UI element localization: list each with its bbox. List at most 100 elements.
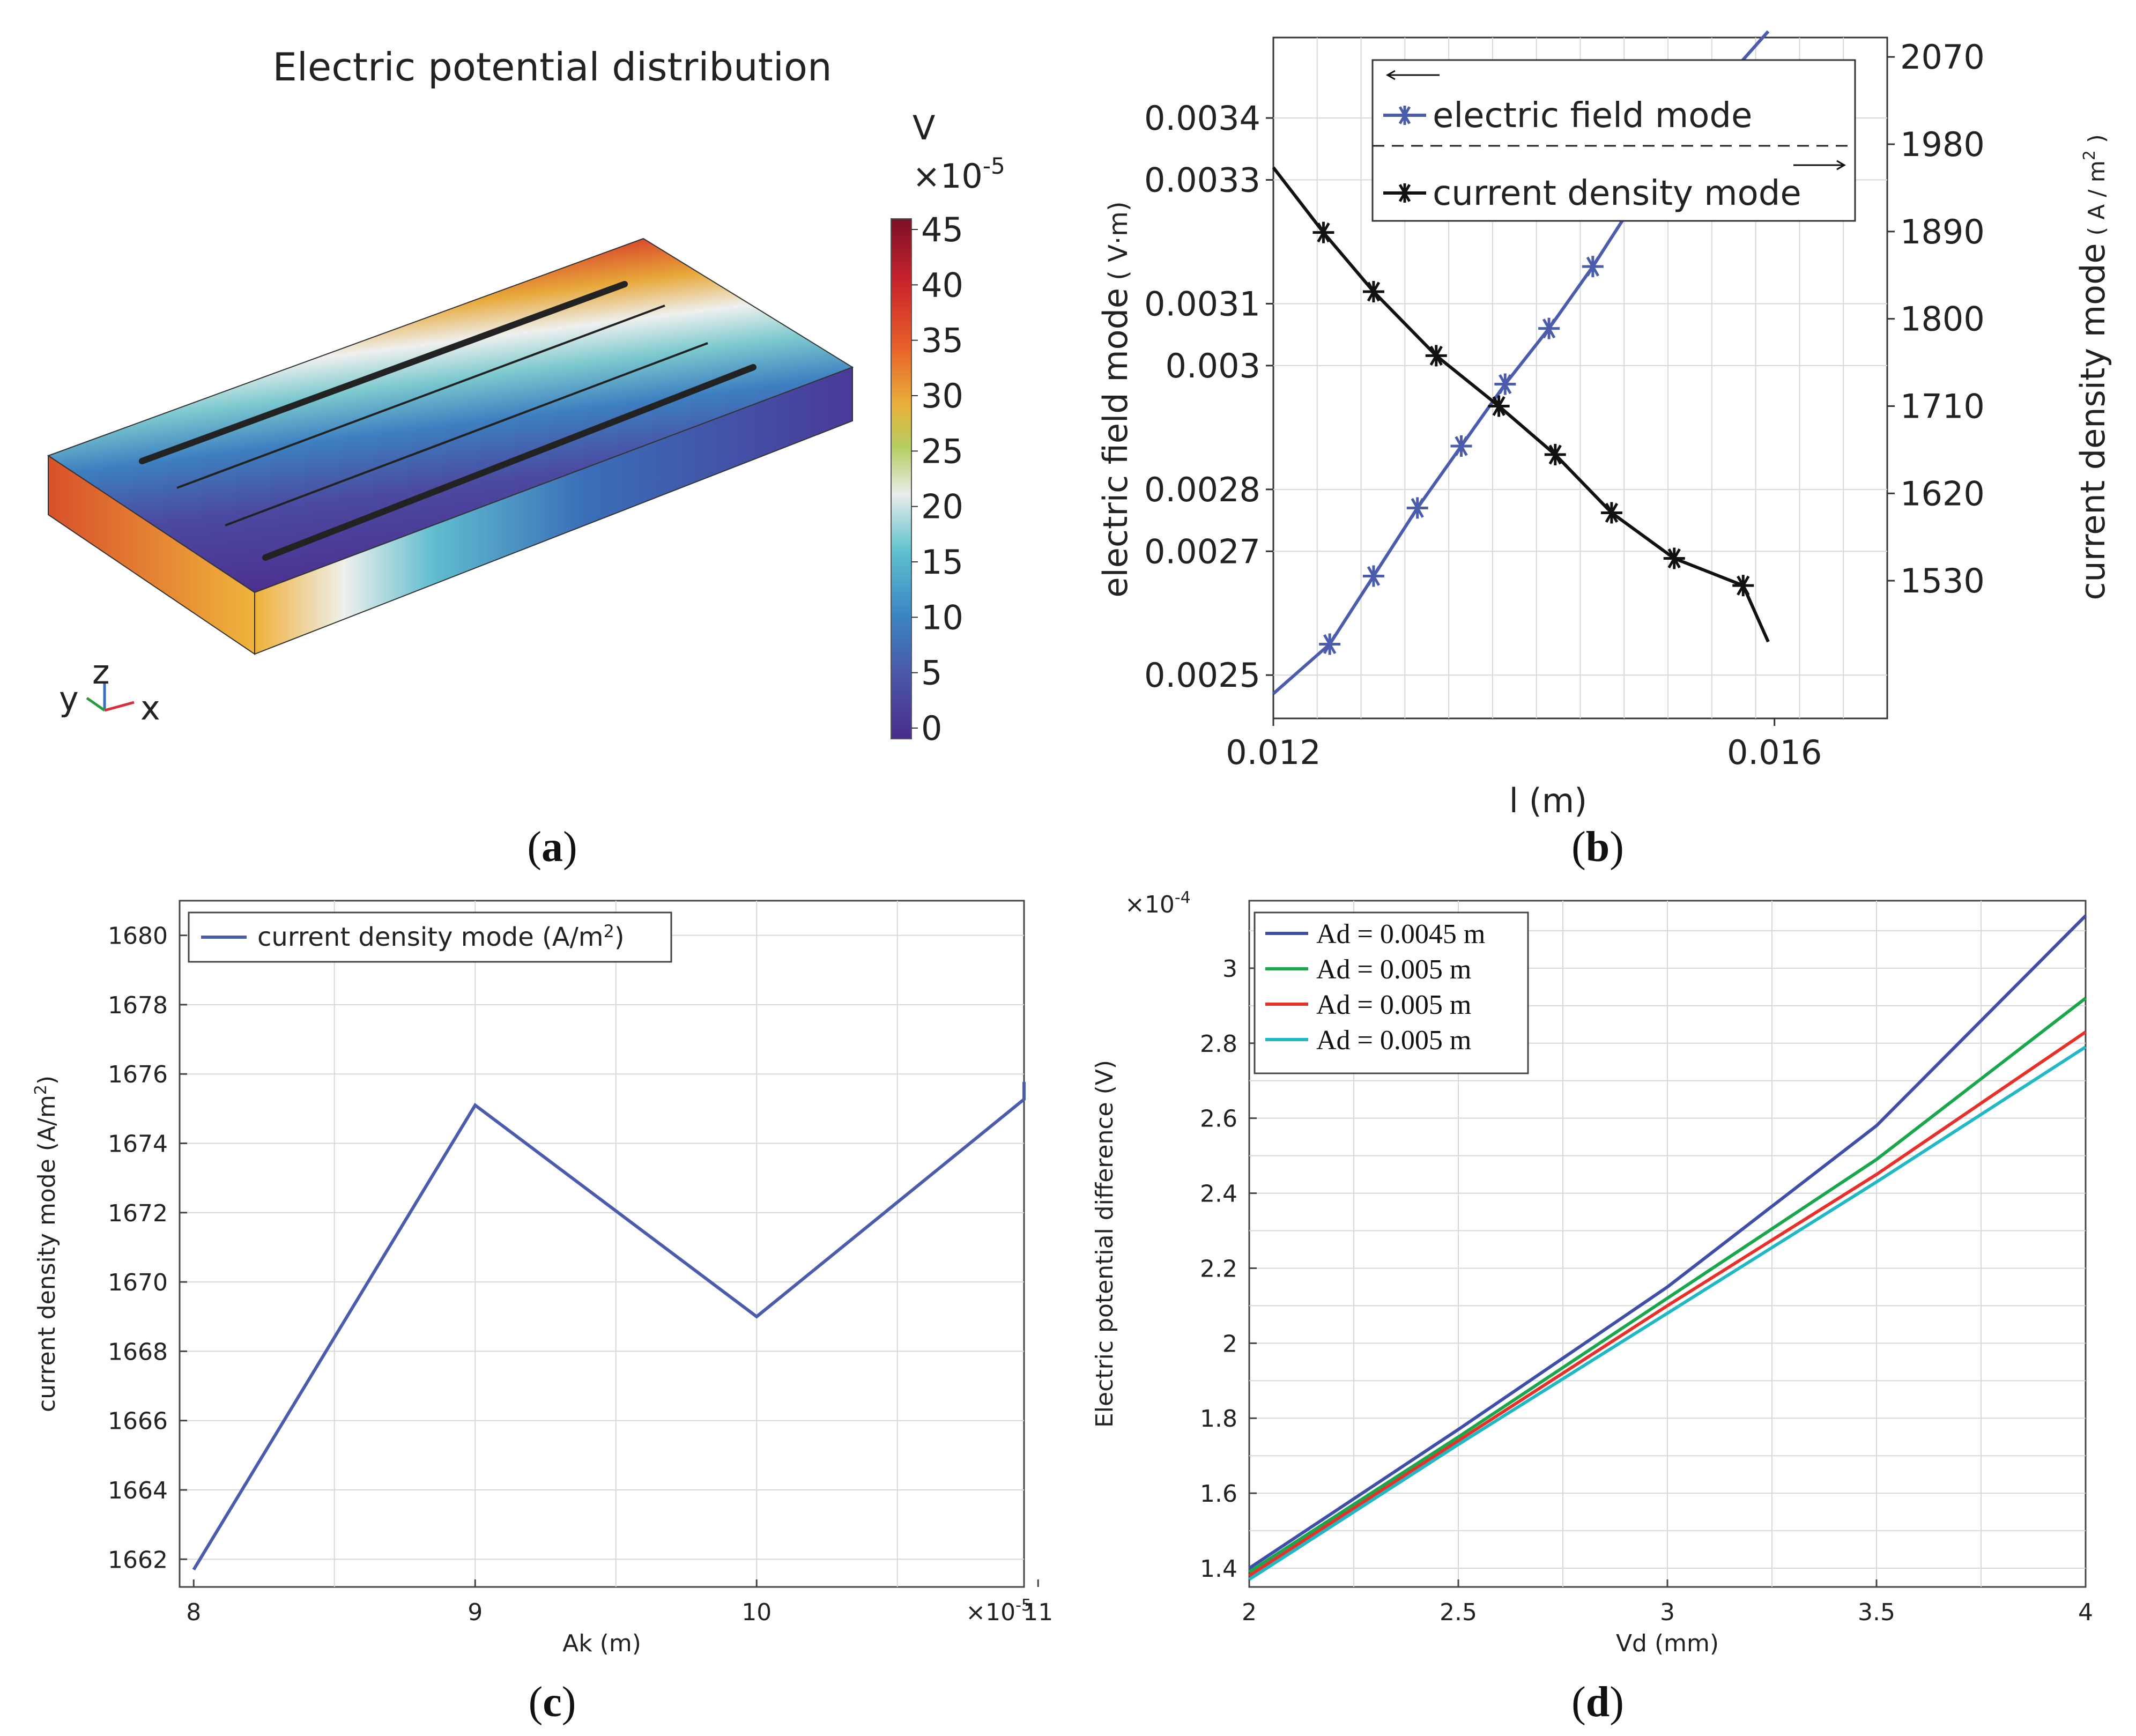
colorbar-tick-label: 45 xyxy=(921,210,963,249)
y-axis-label: current density mode (A/m2) xyxy=(32,1075,61,1412)
y2-tick-label: 1800 xyxy=(1900,300,1985,339)
y2-tick-label: 1980 xyxy=(1900,125,1985,164)
series-line-3 xyxy=(1248,1045,2087,1581)
legend-label-current-density: current density mode xyxy=(1433,174,1801,213)
x-axis-label: Vd (mm) xyxy=(1616,1630,1719,1657)
series-line-0 xyxy=(1248,914,2087,1570)
caption-a: (a) xyxy=(527,824,577,871)
panel-a-title: Electric potential distribution xyxy=(272,44,832,90)
colorbar-tick-label: 35 xyxy=(921,321,963,360)
data-point-marker xyxy=(1312,221,1334,243)
y-tick-label: 1680 xyxy=(108,923,168,950)
legend: Ad = 0.0045 m Ad = 0.005 m Ad = 0.005 m Ad … xyxy=(1254,911,1529,1074)
legend-label-3: Ad = 0.005 m xyxy=(1316,1025,1471,1056)
y-tick-label: 0.0028 xyxy=(1144,470,1260,509)
data-point-marker xyxy=(1362,565,1384,587)
y2-tick-label: 2070 xyxy=(1900,38,1985,77)
y-tick-label: 1666 xyxy=(108,1408,168,1435)
x-tick-label: 2 xyxy=(1242,1599,1257,1626)
y-tick-label: 0.0033 xyxy=(1144,161,1260,200)
y-tick-label: 1662 xyxy=(108,1546,168,1574)
grid xyxy=(180,901,1024,1587)
y-axis-label: electric field mode( V·m) xyxy=(1096,201,1135,597)
x-tick-label: 3 xyxy=(1660,1599,1675,1626)
y-tick-label: 1.8 xyxy=(1200,1405,1237,1433)
series-line-2 xyxy=(1248,1030,2087,1577)
legend-label-2: Ad = 0.005 m xyxy=(1316,990,1471,1020)
data-point-marker xyxy=(1732,575,1754,597)
colorbar-tick-label: 10 xyxy=(921,598,963,637)
grid xyxy=(1249,901,2086,1587)
y-tick-label: 0.0031 xyxy=(1144,284,1260,323)
colorbar-tick-label: 40 xyxy=(921,265,963,305)
y2-tick-label: 1710 xyxy=(1900,387,1985,426)
y-tick-label: 0.003 xyxy=(1166,346,1261,385)
x-tick-label: 9 xyxy=(468,1599,483,1626)
y-tick-label: 2.2 xyxy=(1200,1255,1237,1282)
colorbar-gradient xyxy=(891,218,912,739)
y2-tick-label: 1890 xyxy=(1900,212,1985,251)
slab-front-face xyxy=(254,366,853,655)
colorbar-tick-label: 5 xyxy=(921,654,942,693)
y-tick-label: 2.4 xyxy=(1200,1181,1237,1208)
axes-triad: y z x xyxy=(59,652,160,728)
series-line-current-density xyxy=(192,1082,1026,1571)
y-tick-label: 2.6 xyxy=(1200,1106,1237,1133)
colorbar-tick-label: 15 xyxy=(921,543,963,582)
colorbar-unit: V xyxy=(913,108,935,147)
y2-tick-label: 1530 xyxy=(1900,561,1985,600)
axis-label-z: z xyxy=(92,652,110,692)
colorbar-tick-label: 0 xyxy=(921,709,942,748)
slab-3d xyxy=(47,238,854,655)
x-tick-label: 0.016 xyxy=(1727,733,1822,772)
data-point-marker xyxy=(1362,280,1384,302)
data-point-marker xyxy=(1488,395,1510,417)
data-point-marker xyxy=(1544,443,1566,465)
colorbar-tick-label: 25 xyxy=(921,432,963,471)
colorbar-ticks: 45 40 35 30 25 20 15 10 5 0 xyxy=(911,210,963,748)
y-tick-label: 0.0025 xyxy=(1144,656,1260,695)
panel-b-chart: 0.0025 0.0027 0.0028 0.003 0.0031 0.0033 0.003… xyxy=(1096,30,2112,820)
data-point-marker xyxy=(1538,317,1560,339)
panel-d-chart: 1.4 1.6 1.8 2 2.2 2.4 2.6 2.8 3 2 2.5 3 3.5 4 ×10-4 Vd … xyxy=(1091,888,2093,1657)
colorbar-tick-label: 20 xyxy=(921,487,963,526)
x-tick-label: 8 xyxy=(186,1599,201,1626)
data-point-marker xyxy=(1425,345,1447,367)
y-tick-label: 1676 xyxy=(108,1061,168,1088)
x-axis-label: Ak (m) xyxy=(562,1630,641,1657)
x-tick-label: 11 xyxy=(1023,1599,1053,1626)
legend-marker-electric-field xyxy=(1395,106,1414,125)
axis-label-y: y xyxy=(59,679,79,718)
y-tick-label: 1.6 xyxy=(1200,1480,1237,1508)
legend-box xyxy=(1371,59,1856,222)
data-point-marker xyxy=(1663,547,1685,569)
x-axis-multiplier: ×10-5 xyxy=(966,1596,1032,1626)
y-axis-multiplier: ×10-4 xyxy=(1125,888,1191,918)
x-tick-label: 4 xyxy=(2078,1599,2093,1626)
legend-arrow-left-head xyxy=(1385,70,1396,80)
data-point-marker xyxy=(1406,497,1428,519)
series-line-current-density xyxy=(1272,166,1770,643)
y-tick-label: 0.0027 xyxy=(1144,532,1260,571)
caption-c: (c) xyxy=(528,1679,576,1726)
legend-marker-current-density xyxy=(1395,183,1414,203)
y2-tick-label: 1620 xyxy=(1900,474,1985,513)
y-tick-label: 3 xyxy=(1222,955,1237,983)
x-tick-label: 2.5 xyxy=(1440,1599,1477,1626)
x-axis-label: l (m) xyxy=(1509,781,1588,820)
data-point-marker xyxy=(1494,373,1516,395)
colorbar-tick-label: 30 xyxy=(921,376,963,416)
data-point-marker xyxy=(1319,633,1341,655)
colorbar-multiplier: ×10-5 xyxy=(913,153,1005,196)
x-tick-label: 0.012 xyxy=(1226,733,1321,772)
y-tick-label: 1670 xyxy=(108,1269,168,1296)
x-axis-arrow xyxy=(104,701,135,712)
channel-line-1 xyxy=(176,305,665,489)
y-tick-label: 1674 xyxy=(108,1131,168,1158)
y-tick-label: 0.0034 xyxy=(1144,99,1260,138)
y-axis-label: Electric potential difference (V) xyxy=(1091,1060,1118,1428)
y-tick-label: 2 xyxy=(1222,1330,1237,1357)
axis-label-x: x xyxy=(140,688,160,728)
legend-label-0: Ad = 0.0045 m xyxy=(1316,919,1485,949)
legend: current density mode (A/m2) xyxy=(188,911,672,963)
